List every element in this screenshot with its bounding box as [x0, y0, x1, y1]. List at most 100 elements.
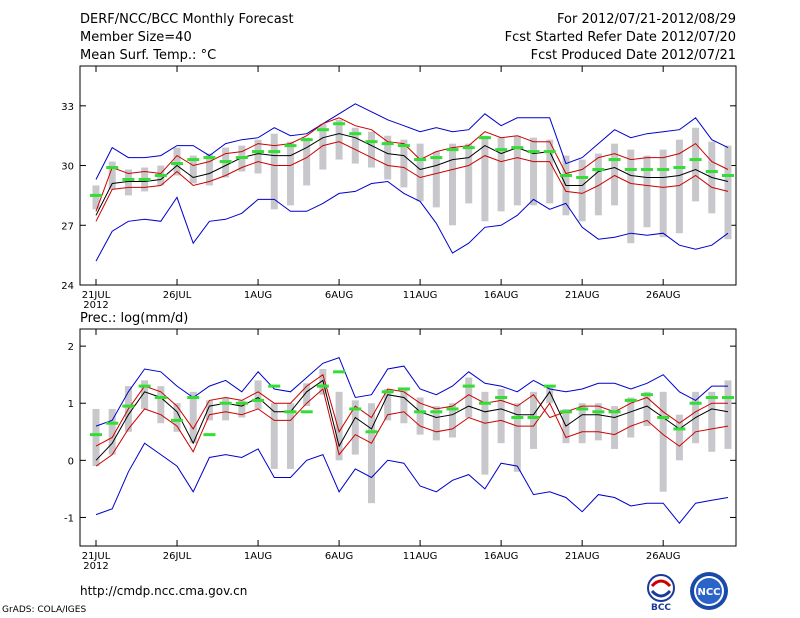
temp-ensemble-box	[481, 135, 489, 222]
prec-median-marker	[543, 384, 556, 388]
temp-median-marker	[138, 177, 151, 181]
prec-median-marker	[284, 410, 297, 414]
temp-median-marker	[106, 166, 119, 170]
chart-title: DERF/NCC/BCC Monthly Forecast	[80, 12, 294, 27]
temp-median-marker	[495, 148, 508, 152]
temp-median-marker	[365, 140, 378, 144]
temp-median-marker	[90, 193, 102, 197]
prec-x-tick-label: 21JUL	[82, 551, 111, 562]
prec-ensemble-box	[205, 400, 213, 421]
temp-median-marker	[397, 144, 410, 148]
temp-median-marker	[640, 168, 653, 172]
grads-credit: GrADS: COLA/IGES	[2, 605, 87, 615]
temp-ensemble-box	[92, 185, 100, 210]
variable-label: Mean Surf. Temp.: °C	[80, 48, 217, 63]
temp-year-label: 2012	[83, 300, 108, 311]
temp-median-marker	[333, 122, 346, 126]
temp-x-tick-label: 26JUL	[163, 290, 192, 301]
prec-x-tick-label: 1AUG	[244, 551, 272, 562]
prec-y-tick-label: 2	[68, 342, 74, 353]
temp-x-tick-label: 6AUG	[325, 290, 353, 301]
prec-ensemble-box	[708, 391, 716, 452]
temp-median-marker	[673, 166, 686, 170]
prec-panel-title: Prec.: log(mm/d)	[80, 311, 188, 326]
prec-ensemble-box	[238, 400, 246, 418]
prec-ensemble-box	[659, 391, 667, 492]
prec-median-marker	[462, 384, 475, 388]
temp-ensemble-box	[513, 135, 521, 206]
prec-ensemble-box	[530, 391, 538, 449]
temp-median-marker	[576, 175, 589, 179]
temp-median-marker	[446, 148, 459, 152]
prec-ensemble-box	[351, 400, 359, 455]
temp-median-marker	[268, 150, 281, 154]
temp-ensemble-box	[643, 155, 651, 228]
prec-median-marker	[657, 416, 670, 420]
prec-median-marker	[316, 384, 329, 388]
prec-lower-line	[95, 388, 729, 467]
temp-ensemble-box	[724, 145, 732, 240]
prec-ensemble-box	[594, 403, 602, 441]
prec-ensemble-box	[627, 397, 635, 438]
temp-x-tick-label: 21AUG	[565, 290, 600, 301]
temp-median-marker	[300, 138, 313, 142]
prec-median-marker	[511, 416, 524, 420]
temp-upper-line	[95, 117, 729, 212]
temp-frame	[79, 65, 737, 286]
prec-median-marker	[203, 433, 216, 437]
temp-ensemble-box	[319, 123, 327, 170]
prec-median-marker	[495, 396, 508, 400]
temp-x-tick-label: 1AUG	[244, 290, 272, 301]
temp-ensemble-box	[270, 133, 278, 210]
temp-median-marker	[705, 170, 718, 174]
prec-ensemble-box	[611, 406, 619, 449]
temp-median-marker	[235, 156, 248, 160]
prec-x-tick-label: 21AUG	[565, 551, 600, 562]
temp-ensemble-box	[546, 139, 554, 204]
prec-median-marker	[268, 384, 281, 388]
temp-median-marker	[284, 144, 297, 148]
temp-median-marker	[527, 150, 540, 154]
temp-x-tick-label: 16AUG	[484, 290, 519, 301]
prec-median-marker	[235, 401, 248, 405]
prec-ensemble-box	[513, 403, 521, 472]
prec-ensemble-box	[335, 391, 343, 461]
temp-ensemble-box	[675, 139, 683, 234]
temp-median-marker	[349, 132, 362, 136]
prec-ensemble-box	[643, 391, 651, 427]
member-size-label: Member Size=40	[80, 30, 192, 45]
temp-median-marker	[722, 174, 734, 177]
prec-x-tick-label: 26JUL	[163, 551, 192, 562]
prec-x-tick-label: 11AUG	[403, 551, 438, 562]
temp-ensemble-box	[692, 127, 700, 202]
temp-median-marker	[414, 158, 427, 162]
temp-ensemble-box	[627, 149, 635, 244]
prec-median-marker	[397, 387, 410, 391]
prec-median-marker	[478, 401, 491, 405]
temp-ensemble-box	[530, 137, 538, 206]
prec-median-marker	[187, 396, 200, 400]
temp-ensemble-box	[189, 155, 197, 184]
prec-median-marker	[122, 404, 135, 408]
temp-ensemble-box	[205, 153, 213, 186]
prec-median-marker	[608, 410, 621, 414]
prec-median-marker	[430, 410, 443, 414]
temp-median-marker	[171, 162, 184, 166]
temp-ensemble-box	[497, 137, 505, 212]
temp-min-line	[95, 103, 729, 180]
temp-median-marker	[608, 158, 621, 162]
prec-ensemble-box	[157, 386, 165, 424]
prec-median-marker	[138, 384, 151, 388]
prec-ensemble-box	[189, 391, 197, 444]
temp-mean-line	[95, 133, 729, 216]
temp-x-tick-label: 26AUG	[646, 290, 681, 301]
temp-y-tick-label: 27	[61, 221, 74, 232]
temp-median-marker	[203, 156, 216, 160]
temp-x-tick-label: 11AUG	[403, 290, 438, 301]
temp-median-marker	[543, 150, 556, 154]
prec-ensemble-box	[724, 380, 732, 449]
prec-ensemble-box	[92, 408, 100, 467]
prec-ensemble-box	[465, 377, 473, 418]
prec-year-label: 2012	[83, 561, 108, 572]
prec-frame	[79, 328, 737, 547]
